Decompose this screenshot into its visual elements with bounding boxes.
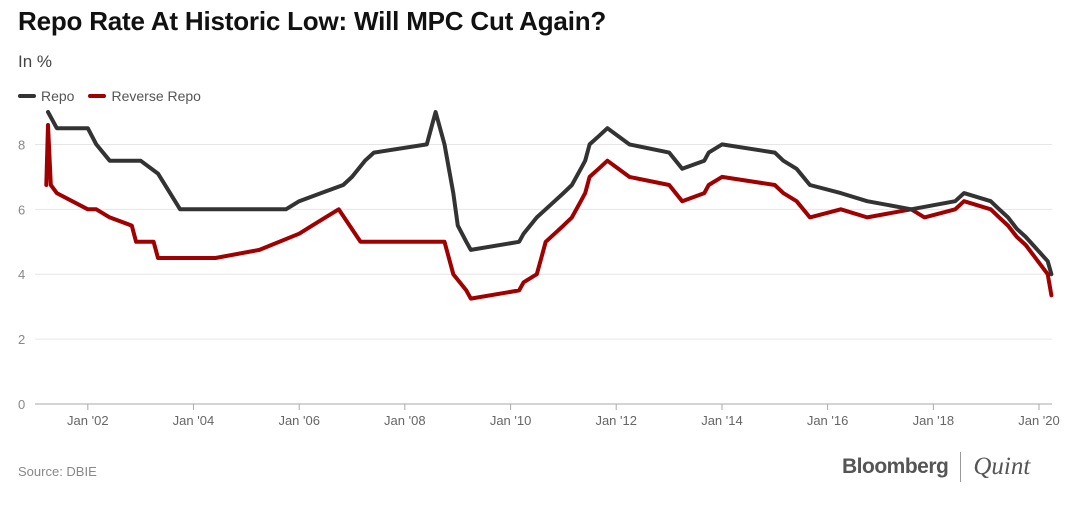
brand-divider — [960, 452, 962, 482]
legend-label-reverse-repo: Reverse Repo — [111, 88, 201, 104]
x-tick-label: Jan '18 — [913, 413, 955, 428]
legend-label-repo: Repo — [41, 88, 75, 104]
chart-legend: Repo Reverse Repo — [18, 88, 215, 104]
x-tick-label: Jan '08 — [384, 413, 426, 428]
x-tick-label: Jan '16 — [807, 413, 849, 428]
chart-title: Repo Rate At Historic Low: Will MPC Cut … — [18, 6, 607, 36]
x-tick-label: Jan '12 — [595, 413, 637, 428]
x-tick-label: Jan '20 — [1018, 413, 1060, 428]
x-tick-label: Jan '10 — [490, 413, 532, 428]
brand-logo-bloomberg: Bloomberg — [842, 455, 949, 478]
legend-item-reverse-repo: Reverse Repo — [88, 88, 201, 104]
legend-swatch-reverse-repo — [88, 94, 107, 98]
x-tick-label: Jan '04 — [173, 413, 215, 428]
y-tick-label: 6 — [18, 202, 25, 217]
x-tick-label: Jan '06 — [278, 413, 320, 428]
x-tick-label: Jan '14 — [701, 413, 743, 428]
series-line-reverse-repo — [44, 123, 1054, 301]
x-tick-label: Jan '02 — [67, 413, 109, 428]
legend-item-repo: Repo — [18, 88, 74, 104]
y-tick-label: 0 — [18, 397, 25, 412]
source-note: Source: DBIE — [18, 464, 97, 479]
y-tick-label: 4 — [18, 267, 25, 282]
y-tick-label: 8 — [18, 137, 25, 152]
chart-subtitle: In % — [18, 52, 53, 71]
brand-logo: Bloomberg Quint — [842, 452, 1030, 482]
y-tick-label: 2 — [18, 332, 25, 347]
series-line-repo — [46, 110, 1054, 277]
legend-swatch-repo — [18, 94, 36, 98]
brand-logo-quint: Quint — [973, 453, 1031, 480]
